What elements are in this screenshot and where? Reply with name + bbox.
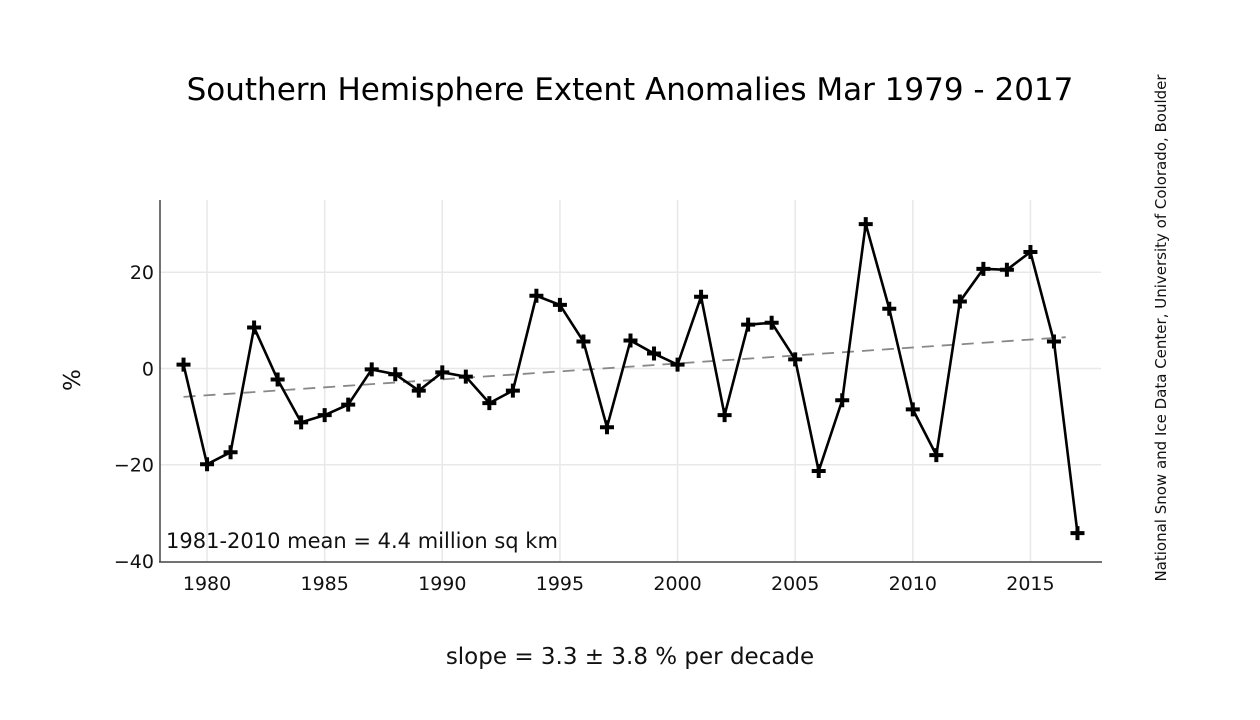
data-point-marker	[647, 346, 662, 361]
y-tick-labels: −40 −20 0 20	[114, 262, 154, 573]
data-point-marker	[1023, 244, 1038, 259]
series-line	[182, 223, 1079, 534]
credit-text: National Snow and Ice Data Center, Unive…	[1152, 74, 1170, 582]
data-point-marker	[176, 357, 191, 372]
data-point-marker	[529, 288, 544, 303]
x-tick-label: 1995	[536, 573, 584, 595]
data-point-marker	[741, 317, 756, 332]
chart-title: Southern Hemisphere Extent Anomalies Mar…	[187, 72, 1074, 108]
data-point-marker	[670, 357, 685, 372]
x-tick-label: 2000	[653, 573, 701, 595]
y-axis-label: %	[60, 369, 86, 391]
data-point-marker	[835, 393, 850, 408]
data-point-marker	[552, 297, 567, 312]
data-point-marker	[317, 408, 332, 423]
data-point-marker	[788, 352, 803, 367]
data-point-marker	[952, 294, 967, 309]
data-point-marker	[882, 301, 897, 316]
grid	[160, 200, 1101, 561]
y-tick-label: 20	[130, 262, 154, 284]
data-point-marker	[905, 402, 920, 417]
y-tick-label: 0	[142, 358, 154, 380]
x-tick-labels: 1980 1985 1990 1995 2000 2005 2010 2015	[183, 573, 1055, 595]
x-tick-label: 1985	[300, 573, 348, 595]
data-point-marker	[929, 448, 944, 463]
x-tick-label: 1990	[418, 573, 466, 595]
data-point-marker	[1070, 526, 1085, 541]
data-point-marker	[623, 333, 638, 348]
data-point-marker	[1046, 334, 1061, 349]
x-tick-label: 1980	[183, 573, 231, 595]
data-point-marker	[976, 261, 991, 276]
data-point-marker	[223, 445, 238, 460]
data-point-marker	[270, 372, 285, 387]
data-point-marker	[811, 463, 826, 478]
y-tick-label: −40	[114, 551, 154, 573]
x-tick-label: 2005	[771, 573, 819, 595]
data-point-marker	[388, 367, 403, 382]
x-axis-label: slope = 3.3 ± 3.8 % per decade	[446, 644, 814, 670]
data-point-marker	[576, 334, 591, 349]
data-point-marker	[505, 383, 520, 398]
y-tick-label: −20	[114, 455, 154, 477]
data-point-marker	[717, 408, 732, 423]
mean-annotation: 1981-2010 mean = 4.4 million sq km	[166, 529, 558, 553]
data-point-marker	[247, 320, 262, 335]
series-group	[176, 217, 1085, 541]
data-point-marker	[458, 369, 473, 384]
x-tick-label: 2015	[1006, 573, 1054, 595]
data-point-marker	[858, 217, 873, 232]
x-tick-label: 2010	[889, 573, 937, 595]
data-point-marker	[999, 262, 1014, 277]
data-point-marker	[411, 383, 426, 398]
data-point-marker	[341, 397, 356, 412]
data-point-marker	[599, 420, 614, 435]
data-point-marker	[482, 396, 497, 411]
data-point-marker	[435, 365, 450, 380]
data-point-marker	[200, 457, 215, 472]
data-point-marker	[364, 362, 379, 377]
data-point-marker	[294, 415, 309, 430]
data-point-marker	[694, 289, 709, 304]
data-point-marker	[764, 315, 779, 330]
